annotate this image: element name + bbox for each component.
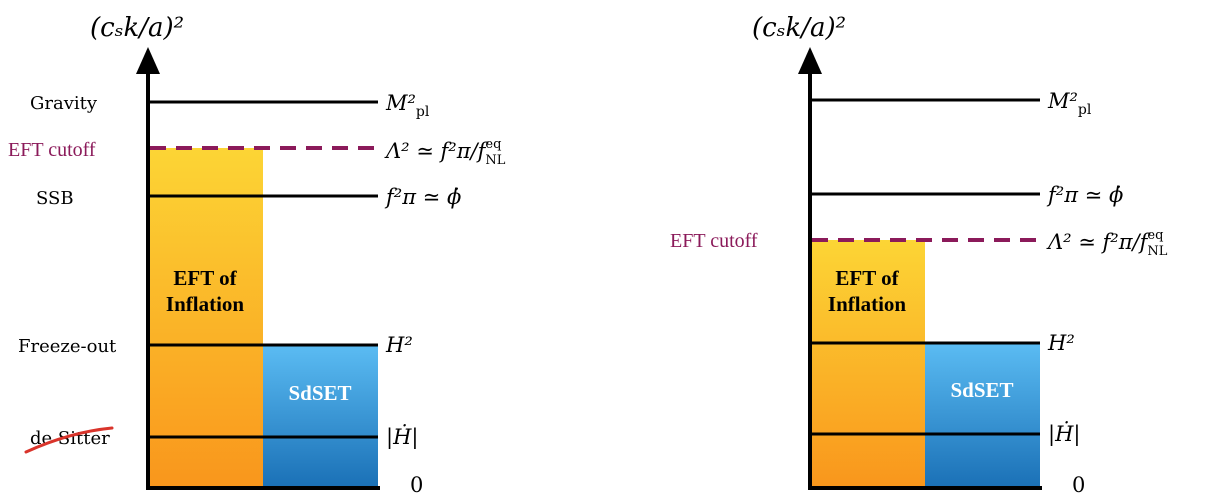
right-cutoff-math: Λ² ≃ f²π/feq NL — [1046, 228, 1168, 259]
left-eft-title-2: Inflation — [166, 292, 245, 316]
left-freeze-name: Freeze-out — [18, 336, 117, 357]
right-sdset-title: SdSET — [950, 378, 1013, 402]
left-ssb-name: SSB — [36, 188, 74, 209]
left-zero-math: 0 — [410, 473, 423, 495]
left-gravity-name: Gravity — [30, 93, 98, 114]
right-axis-label: (cₛk/a)² — [752, 13, 846, 43]
right-freeze-math: H² — [1047, 331, 1075, 355]
right-axis-arrow — [798, 47, 822, 74]
right-gravity-math: M²pl — [1047, 89, 1092, 118]
left-freeze-math: H² — [385, 333, 413, 357]
left-desitter-math: |Ḣ| — [386, 425, 418, 450]
left-axis-arrow — [136, 47, 160, 74]
left-axis-label: (cₛk/a)² — [90, 13, 184, 43]
left-desitter-strike — [24, 426, 114, 454]
left-sdset-title: SdSET — [288, 381, 351, 405]
left-cutoff-math: Λ² ≃ f²π/feq NL — [384, 137, 506, 168]
right-eft-box — [810, 240, 925, 488]
left-eft-box — [148, 148, 263, 488]
right-zero-math: 0 — [1072, 473, 1085, 495]
left-sdset-box — [263, 345, 378, 488]
right-panel: (cₛk/a)² EFT cutoff M²pl f²π ≃ ϕ̇ Λ² ≃ f… — [670, 13, 1168, 495]
left-gravity-math: M²pl — [385, 91, 430, 120]
right-desitter-math: |Ḣ| — [1048, 422, 1080, 447]
right-cutoff-name: EFT cutoff — [670, 230, 758, 252]
right-eft-title-2: Inflation — [828, 292, 907, 316]
right-ssb-math: f²π ≃ ϕ̇ — [1046, 183, 1123, 207]
right-sdset-box — [925, 343, 1040, 488]
left-eft-title-1: EFT of — [173, 266, 237, 290]
left-panel: (cₛk/a)² Gravity EFT cutoff SSB Freeze-o… — [8, 13, 506, 495]
right-eft-title-1: EFT of — [835, 266, 899, 290]
left-ssb-math: f²π ≃ ϕ̇ — [384, 185, 461, 209]
left-cutoff-name: EFT cutoff — [8, 139, 96, 161]
